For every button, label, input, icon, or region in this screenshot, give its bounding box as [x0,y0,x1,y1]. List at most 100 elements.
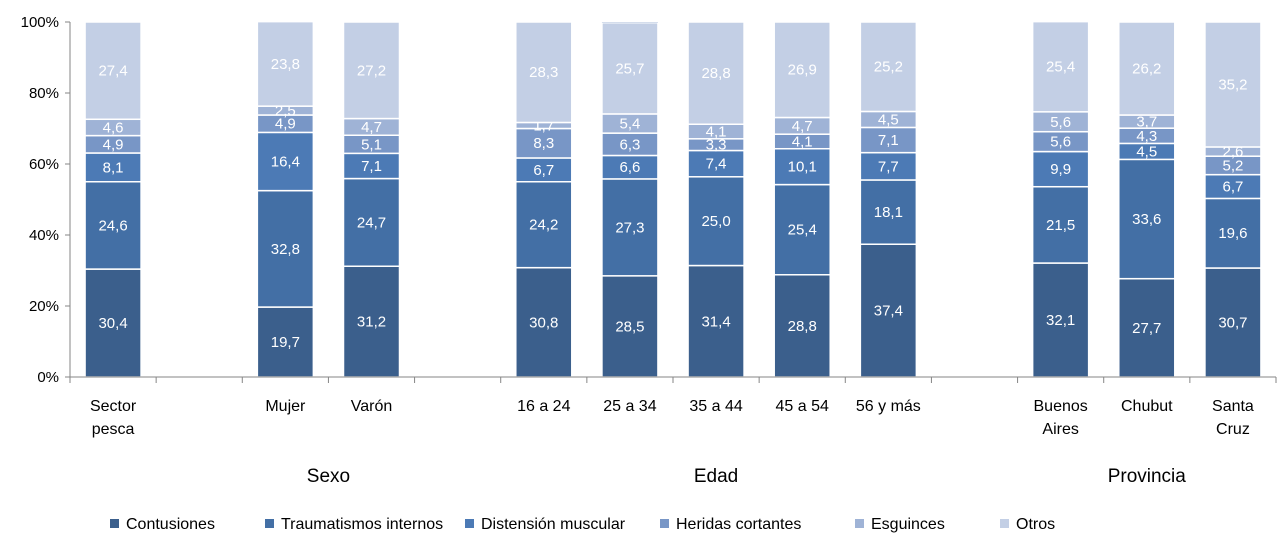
data-label: 5,6 [1050,114,1071,131]
data-label: 30,4 [98,315,127,332]
category-label: Chubut [1121,398,1173,415]
data-label: 31,4 [701,313,730,330]
legend-swatch [1000,519,1009,528]
category-label: 35 a 44 [689,398,742,415]
data-label: 4,5 [1136,143,1157,160]
data-label: 25,4 [1046,59,1075,76]
data-label: 8,1 [103,159,124,176]
data-label: 37,4 [874,303,903,320]
legend-label: Distensión muscular [481,516,626,533]
legend-swatch [855,519,864,528]
data-label: 8,3 [533,135,554,152]
data-label: 24,2 [529,217,558,234]
data-label: 25,7 [615,60,644,77]
data-label: 31,2 [357,314,386,331]
data-label: 26,9 [788,62,817,79]
legend: Contusiones Traumatismos internos Distensi… [110,516,1055,533]
data-label: 32,8 [271,241,300,258]
data-label: 27,3 [615,219,644,236]
data-label: 16,4 [271,154,300,171]
data-label: 18,1 [874,204,903,221]
data-label: 6,3 [619,136,640,153]
data-label: 5,4 [619,116,640,133]
bar-cap [602,22,658,23]
data-label: 7,1 [361,158,382,175]
category-label: Sector [90,398,137,415]
data-label: 24,7 [357,214,386,231]
data-label: 27,7 [1132,320,1161,337]
data-label: 6,6 [619,159,640,176]
data-label: 3,7 [1136,114,1157,131]
data-label: 27,4 [98,63,127,80]
data-label: 27,2 [357,62,386,79]
legend-swatch [465,519,474,528]
group-label: Sexo [307,466,350,487]
category-label: Santa [1212,398,1254,415]
legend-swatch [660,519,669,528]
data-label: 23,8 [271,56,300,73]
data-label: 5,1 [361,136,382,153]
category-label: 56 y más [856,398,921,415]
group-label: Edad [694,466,738,487]
data-label: 28,8 [788,318,817,335]
data-label: 26,2 [1132,61,1161,78]
y-tick-label: 60% [29,156,59,173]
data-label: 28,5 [615,318,644,335]
labels-layer: Sector pesca Mujer Varón 16 a 24 25 a 34 35 a … [90,398,1254,487]
data-label: 28,3 [529,64,558,81]
data-label: 30,8 [529,314,558,331]
data-label: 25,2 [874,59,903,76]
data-label: 19,6 [1218,225,1247,242]
data-label: 4,1 [706,124,727,141]
legend-label: Heridas cortantes [676,516,801,533]
data-label: 24,6 [98,217,127,234]
legend-label: Contusiones [126,516,215,533]
legend-swatch [265,519,274,528]
bars-layer: 30,424,68,14,94,627,419,732,816,44,92,52… [85,22,1261,377]
data-label: 4,5 [878,111,899,128]
data-label: 10,1 [788,159,817,176]
data-label: 19,7 [271,334,300,351]
y-tick-label: 20% [29,298,59,315]
data-label: 21,5 [1046,217,1075,234]
legend-swatch [110,519,119,528]
category-label: Cruz [1216,421,1250,438]
legend-label: Traumatismos internos [281,516,443,533]
data-label: 35,2 [1218,76,1247,93]
category-label: 25 a 34 [603,398,656,415]
data-label: 4,6 [103,119,124,136]
data-label: 33,6 [1132,211,1161,228]
data-label: 25,0 [701,213,730,230]
category-label: Aires [1042,421,1078,438]
data-label: 30,7 [1218,315,1247,332]
y-tick-label: 40% [29,227,59,244]
category-label: 45 a 54 [776,398,829,415]
data-label: 7,4 [706,156,727,173]
data-label: 5,6 [1050,134,1071,151]
data-label: 6,7 [1222,179,1243,196]
data-label: 4,7 [792,118,813,135]
category-label: Varón [351,398,393,415]
y-tick-label: 80% [29,85,59,102]
y-tick-label: 0% [37,369,59,386]
category-label: 16 a 24 [517,398,570,415]
legend-label: Esguinces [871,516,945,533]
data-label: 25,4 [788,222,817,239]
group-label: Provincia [1108,466,1187,487]
data-label: 7,1 [878,132,899,149]
data-label: 4,9 [103,136,124,153]
category-label: pesca [92,421,135,438]
category-label: Mujer [265,398,306,415]
data-label: 6,7 [533,162,554,179]
data-label: 9,9 [1050,161,1071,178]
category-label: Buenos [1034,398,1088,415]
data-label: 4,7 [361,119,382,136]
data-label: 7,7 [878,158,899,175]
y-tick-label: 100% [21,14,59,31]
data-label: 28,8 [701,65,730,82]
data-label: 32,1 [1046,312,1075,329]
data-label: 4,1 [792,133,813,150]
legend-label: Otros [1016,516,1055,533]
